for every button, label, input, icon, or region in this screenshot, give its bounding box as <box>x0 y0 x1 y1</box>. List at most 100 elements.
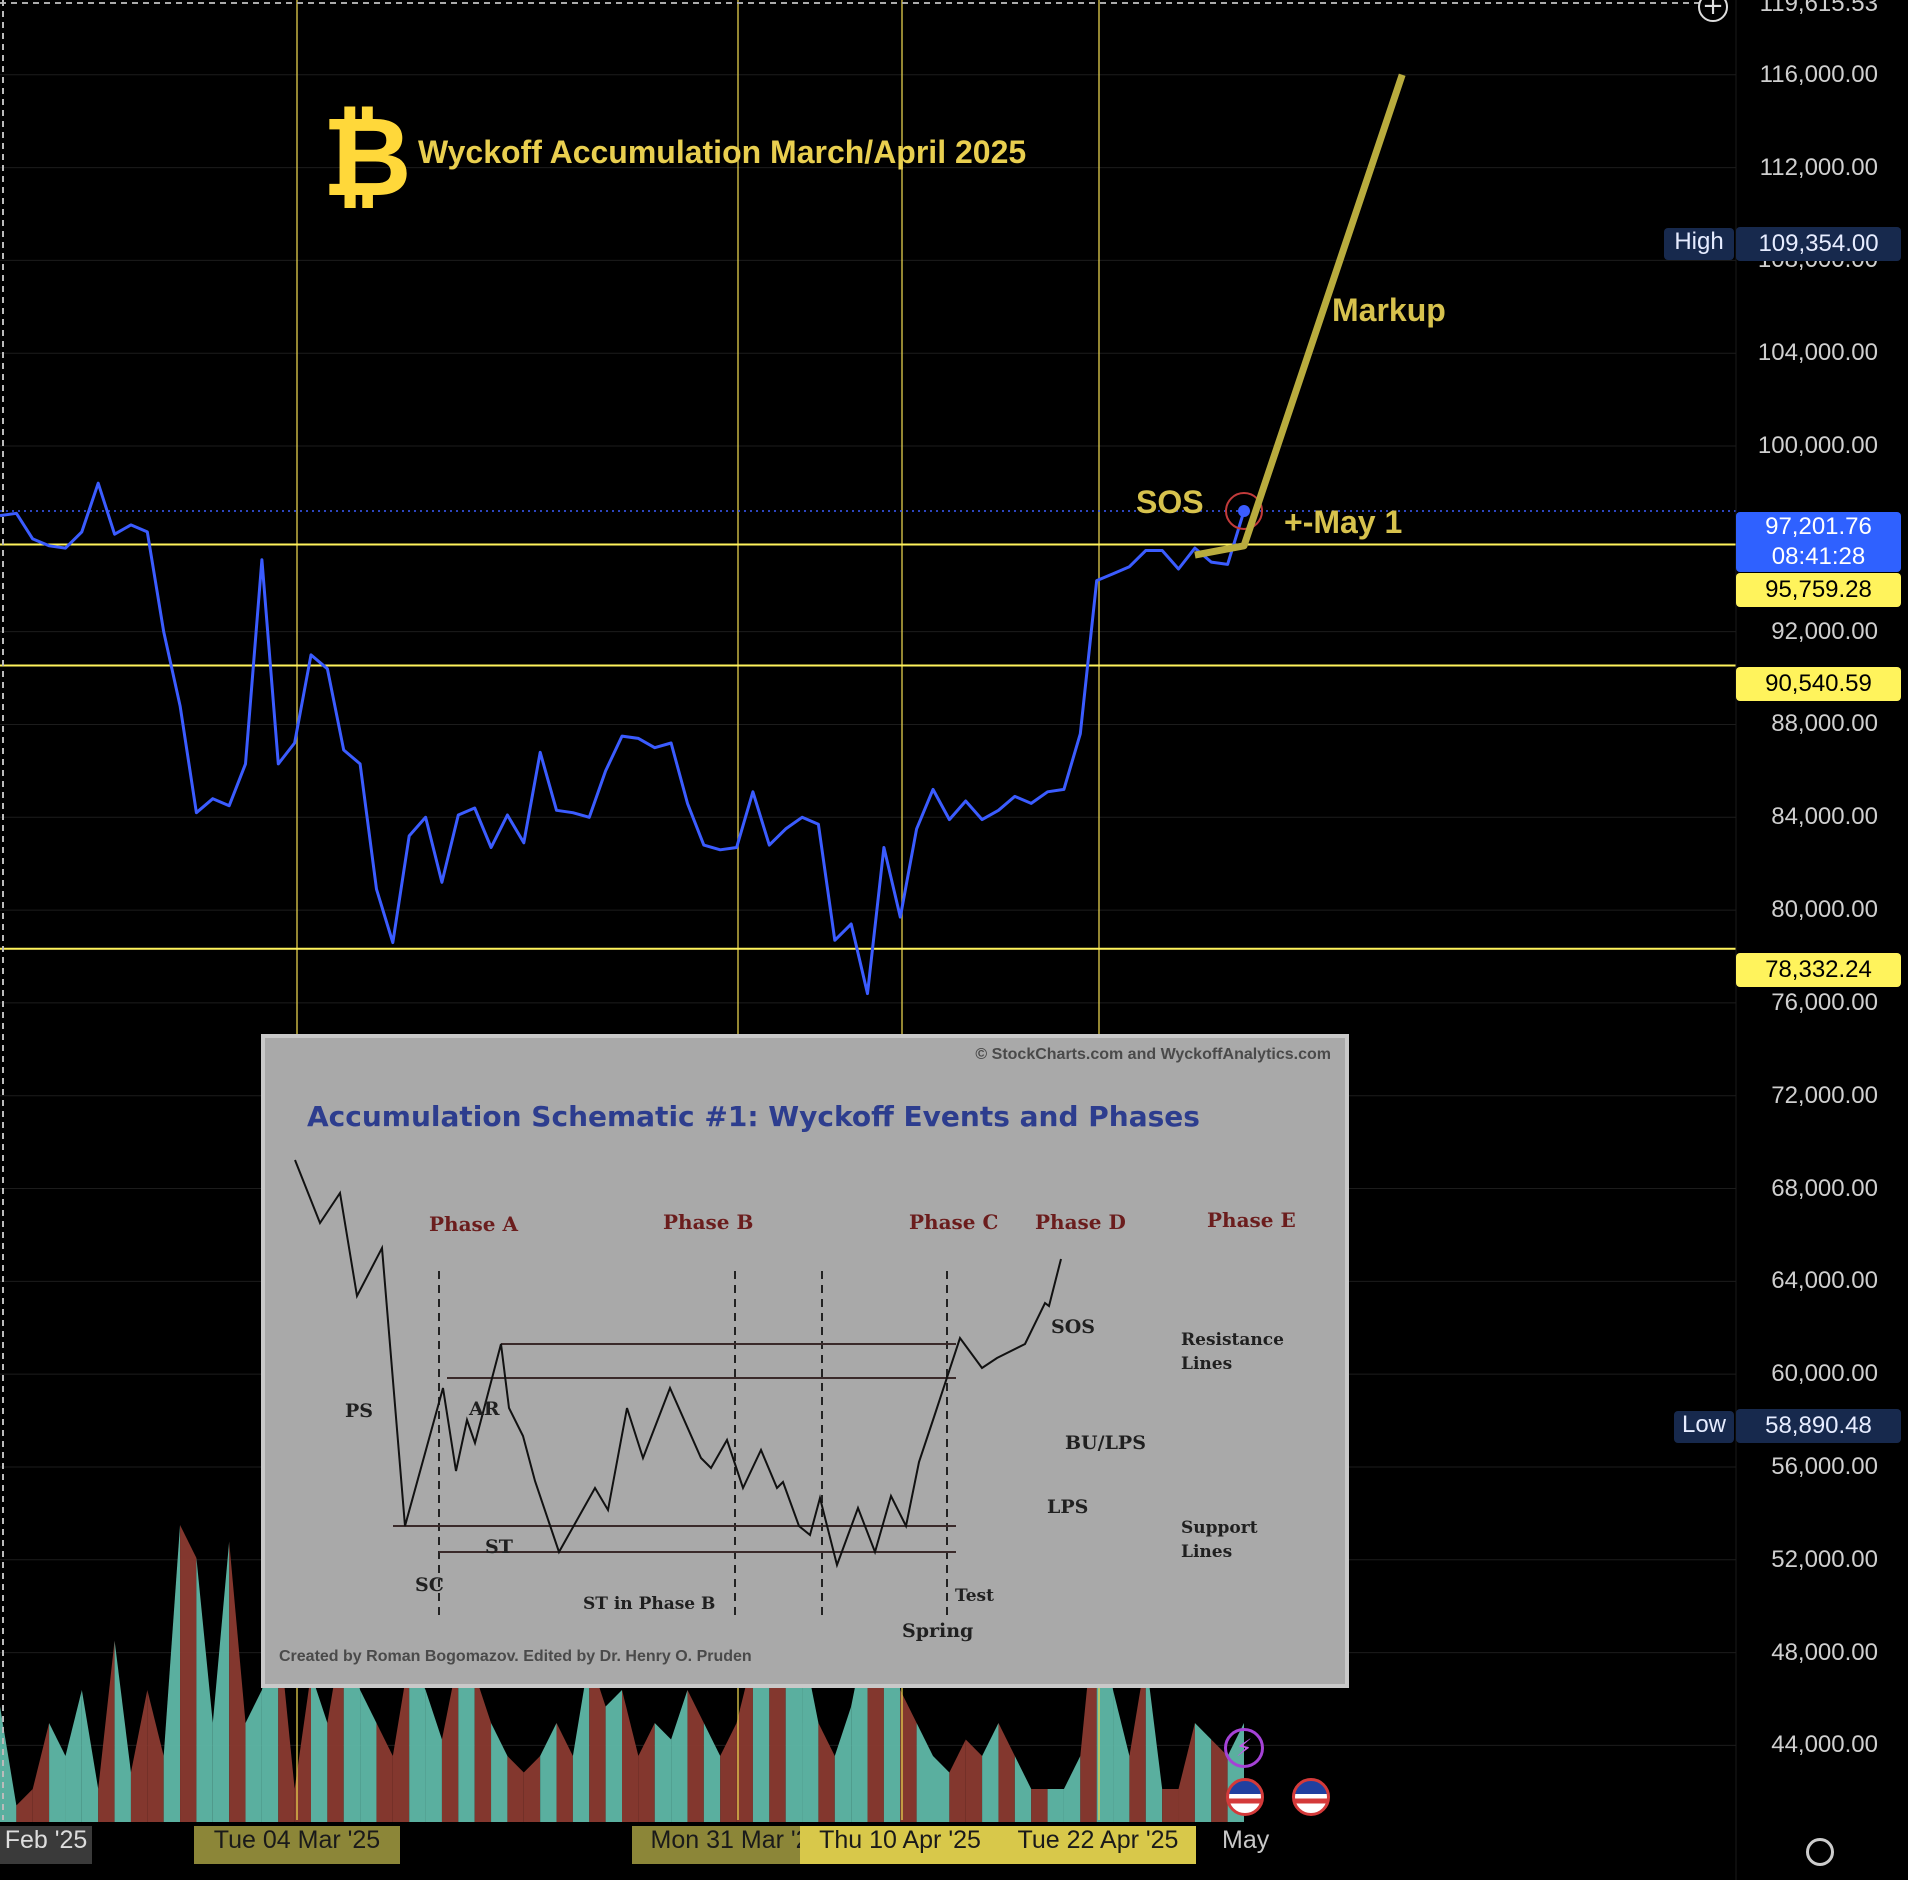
y-tick-label: 72,000.00 <box>1771 1081 1878 1109</box>
event-lps: LPS <box>1047 1496 1089 1518</box>
volume-bar <box>163 1525 181 1822</box>
y-tick-label: 92,000.00 <box>1771 617 1878 645</box>
volume-bar <box>933 1756 950 1822</box>
volume-bar <box>147 1690 164 1822</box>
volume-bar <box>818 1723 835 1822</box>
volume-bar <box>654 1723 672 1822</box>
high-badge: High <box>1664 228 1734 260</box>
volume-bar <box>507 1756 524 1822</box>
volume-bar <box>1178 1723 1195 1822</box>
markup-line <box>1194 73 1406 559</box>
volume-bar <box>114 1640 131 1822</box>
volume-bar <box>1063 1756 1081 1822</box>
markup-projection <box>1194 73 1406 559</box>
event-spring: Spring <box>902 1620 974 1642</box>
inset-title: Accumulation Schematic #1: Wyckoff Event… <box>307 1100 1200 1133</box>
volume-bar <box>1162 1789 1179 1822</box>
volume-bar <box>196 1558 213 1822</box>
may-annotation: +-May 1 <box>1284 504 1403 540</box>
low-value: 58,890.48 <box>1736 1409 1901 1443</box>
x-label-mar4: Tue 04 Mar '25 <box>194 1826 400 1864</box>
y-tick-label: 84,000.00 <box>1771 803 1878 831</box>
volume-bar <box>965 1739 983 1822</box>
horizontal-levels <box>0 510 1736 950</box>
bar-countdown: 08:41:28 <box>1771 543 1866 570</box>
volume-bar <box>491 1723 508 1822</box>
volume-bar <box>1129 1657 1146 1822</box>
low-badge: Low <box>1674 1411 1734 1443</box>
price-series <box>0 481 1263 996</box>
phase-c-label: Phase C <box>909 1210 999 1234</box>
y-tick-label: 48,000.00 <box>1771 1638 1878 1666</box>
chart-title: Wyckoff Accumulation March/April 2025 <box>418 134 1027 170</box>
volume-bar <box>622 1690 639 1822</box>
volume-bar <box>294 1673 311 1822</box>
volume-bar <box>65 1690 82 1822</box>
markup-annotation: Markup <box>1332 292 1446 328</box>
y-tick-label: 80,000.00 <box>1771 896 1878 924</box>
y-tick-label: 68,000.00 <box>1771 1174 1878 1202</box>
last-price-value: 97,201.76 <box>1765 513 1872 540</box>
event-bu-lps: BU/LPS <box>1065 1432 1146 1454</box>
volume-bar <box>180 1525 197 1822</box>
y-tick-label: 60,000.00 <box>1771 1360 1878 1388</box>
volume-bar <box>1145 1657 1163 1822</box>
volume-bar <box>1014 1756 1032 1822</box>
volume-bar <box>736 1657 753 1822</box>
volume-bar <box>998 1723 1015 1822</box>
volume-bar <box>752 1657 770 1822</box>
y-tick-label: 56,000.00 <box>1771 1452 1878 1480</box>
volume-bar <box>1047 1789 1064 1822</box>
volume-bar <box>245 1690 262 1822</box>
volume-bar <box>638 1723 655 1822</box>
volume-bar <box>605 1690 622 1822</box>
volume-bar <box>376 1723 393 1822</box>
y-tick-label: 112,000.00 <box>1759 153 1878 181</box>
settings-icon[interactable] <box>1806 1838 1834 1866</box>
wyckoff-schematic-inset: © StockCharts.com and WyckoffAnalytics.c… <box>261 1034 1349 1688</box>
y-tick-label: 76,000.00 <box>1771 988 1878 1016</box>
volume-bar <box>687 1690 704 1822</box>
volume-bar <box>360 1690 377 1822</box>
x-label-feb: Feb '25 <box>0 1826 92 1864</box>
volume-bar <box>49 1723 66 1822</box>
volume-bar <box>392 1657 410 1822</box>
y-axis-top-label: 119,615.53 <box>1759 0 1878 17</box>
phase-e-label: Phase E <box>1207 1208 1296 1232</box>
volume-bar <box>900 1690 917 1822</box>
volume-bar <box>720 1723 737 1822</box>
volume-bar <box>1113 1690 1130 1822</box>
volume-bar <box>916 1723 933 1822</box>
support-lines-label: Support Lines <box>1181 1518 1258 1562</box>
inset-credit: © StockCharts.com and WyckoffAnalytics.c… <box>975 1046 1331 1063</box>
volume-bar <box>474 1673 492 1822</box>
x-label-apr22: Tue 22 Apr '25 <box>1000 1826 1196 1864</box>
event-sc: SC <box>415 1574 444 1596</box>
lightning-icon[interactable]: ⚡ <box>1224 1728 1264 1768</box>
high-value: 109,354.00 <box>1736 227 1901 261</box>
y-tick-label: 116,000.00 <box>1759 60 1878 88</box>
volume-bar <box>229 1541 246 1822</box>
volume-bar <box>834 1706 852 1822</box>
bitcoin-logo-icon: ₿ <box>322 93 412 221</box>
us-flag-icon-2[interactable] <box>1292 1778 1330 1816</box>
volume-bar <box>98 1640 115 1822</box>
resistance-lines-label: Resistance Lines <box>1181 1330 1284 1374</box>
x-label-apr10: Thu 10 Apr '25 <box>800 1826 1000 1864</box>
volume-bar <box>671 1690 688 1822</box>
event-test: Test <box>955 1586 994 1606</box>
sos-annotation: SOS <box>1136 484 1204 520</box>
us-flag-icon[interactable] <box>1226 1778 1264 1816</box>
y-tick-label: 52,000.00 <box>1771 1545 1878 1573</box>
event-st: ST <box>485 1536 513 1558</box>
y-tick-label: 88,000.00 <box>1771 710 1878 738</box>
volume-bar <box>1031 1789 1048 1822</box>
add-circle-icon[interactable]: + <box>1698 0 1728 22</box>
volume-bar <box>556 1723 573 1822</box>
phase-a-label: Phase A <box>429 1212 519 1236</box>
event-ps: PS <box>345 1400 374 1422</box>
volume-bar <box>523 1756 541 1822</box>
y-tick-label: 44,000.00 <box>1771 1731 1878 1759</box>
volume-bar <box>441 1657 459 1822</box>
volume-bar <box>409 1657 426 1822</box>
